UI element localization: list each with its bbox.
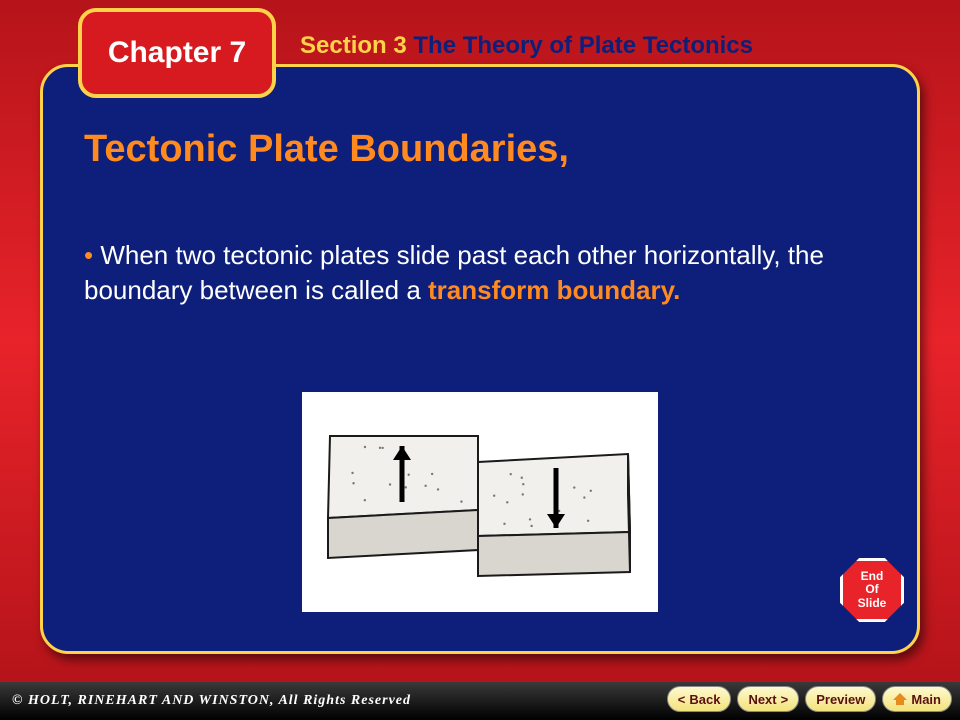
end-of-slide-sign: End Of Slide bbox=[840, 558, 904, 622]
preview-button[interactable]: Preview bbox=[805, 686, 876, 712]
footer-bar: © HOLT, RINEHART AND WINSTON, All Rights… bbox=[0, 682, 960, 720]
chapter-label: Chapter 7 bbox=[108, 36, 246, 70]
transform-boundary-diagram bbox=[302, 392, 658, 612]
preview-label: Preview bbox=[816, 692, 865, 707]
slide-background: Chapter 7 Section 3 The Theory of Plate … bbox=[0, 0, 960, 682]
end-l2: Of bbox=[865, 582, 878, 596]
back-button[interactable]: < Back bbox=[667, 686, 732, 712]
chapter-tab: Chapter 7 bbox=[78, 8, 276, 98]
next-button[interactable]: Next > bbox=[737, 686, 799, 712]
main-button[interactable]: Main bbox=[882, 686, 952, 712]
body-text: • When two tectonic plates slide past ea… bbox=[84, 238, 824, 308]
bullet-icon: • bbox=[84, 240, 93, 270]
nav-buttons: < Back Next > Preview Main bbox=[667, 686, 952, 712]
section-heading: Section 3 The Theory of Plate Tectonics bbox=[300, 32, 753, 60]
keyword: transform boundary. bbox=[428, 275, 680, 305]
copyright-text: © HOLT, RINEHART AND WINSTON, All Rights… bbox=[12, 693, 411, 709]
lt-icon: < bbox=[678, 692, 686, 707]
back-label: Back bbox=[689, 692, 720, 707]
next-label: Next bbox=[748, 692, 776, 707]
end-l1: End bbox=[861, 569, 884, 583]
home-icon bbox=[893, 693, 907, 705]
stop-octagon-icon: End Of Slide bbox=[840, 558, 904, 622]
diagram-svg bbox=[302, 392, 658, 612]
section-title-text: The Theory of Plate Tectonics bbox=[413, 32, 753, 59]
end-l3: Slide bbox=[858, 596, 887, 610]
section-number: Section 3 bbox=[300, 32, 407, 59]
gt-icon: > bbox=[781, 692, 789, 707]
main-label: Main bbox=[911, 692, 941, 707]
slide-title: Tectonic Plate Boundaries, bbox=[84, 128, 569, 171]
